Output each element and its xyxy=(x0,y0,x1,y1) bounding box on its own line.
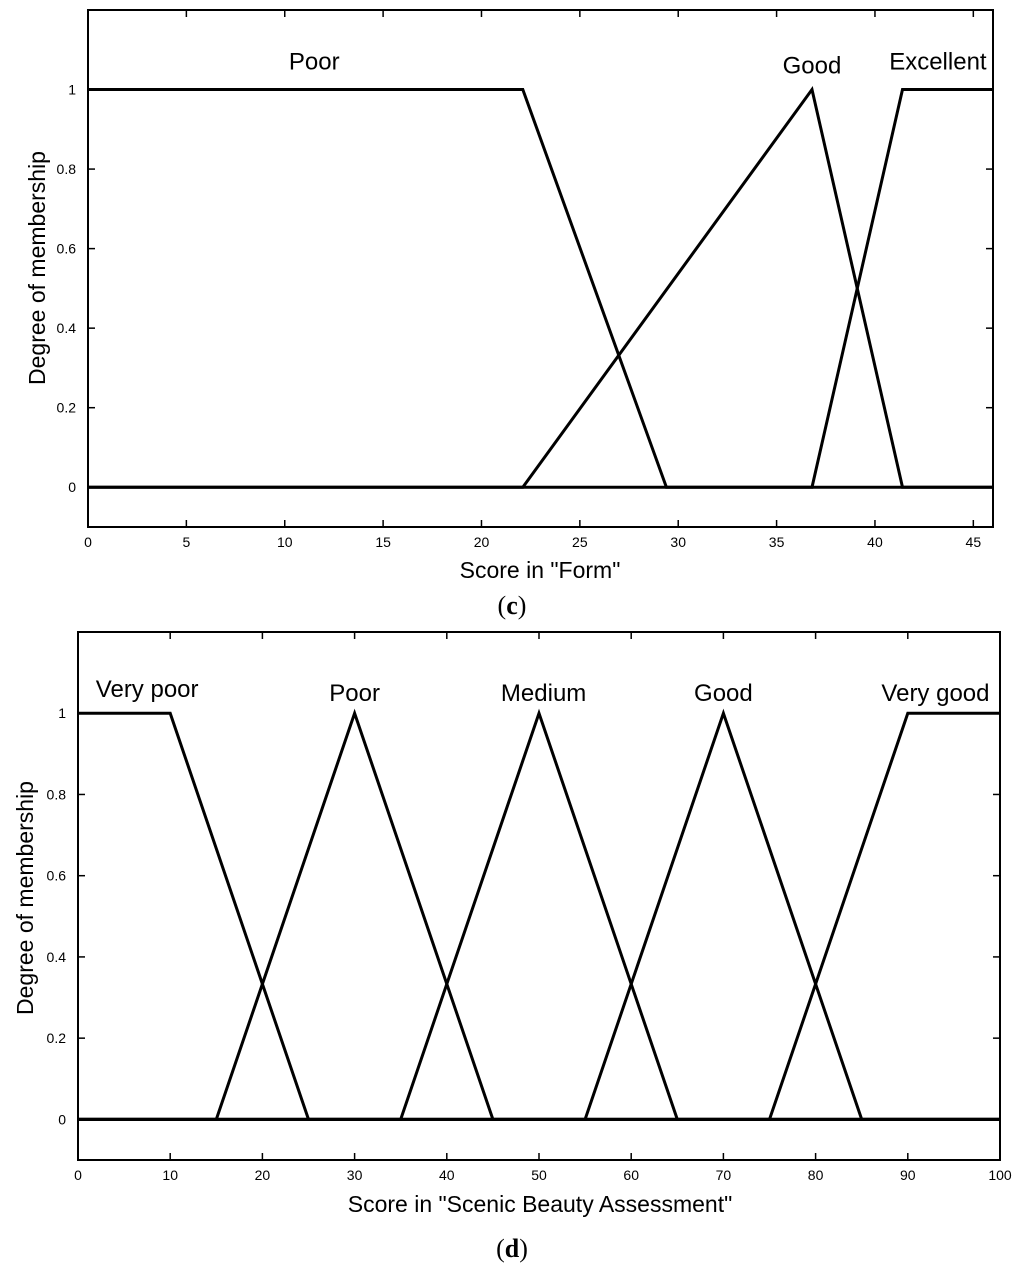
form-series-poor-label: Poor xyxy=(289,49,340,76)
form-series-excellent-label: Excellent xyxy=(889,49,987,76)
scenic-y-tick-label: 0 xyxy=(58,1111,66,1127)
form-series-good-label: Good xyxy=(783,53,842,80)
form-x-tick-label: 10 xyxy=(277,534,293,550)
panel-label-c: (c) xyxy=(0,591,1024,621)
scenic-x-tick-label: 20 xyxy=(255,1167,271,1183)
scenic-series-very-good-label: Very good xyxy=(881,680,989,707)
scenic-x-tick-label: 50 xyxy=(531,1167,547,1183)
scenic-x-tick-label: 60 xyxy=(623,1167,639,1183)
scenic-y-tick-label: 1 xyxy=(58,705,66,721)
form-x-tick-label: 0 xyxy=(84,534,92,550)
scenic-x-tick-label: 0 xyxy=(74,1167,82,1183)
form-x-tick-label: 30 xyxy=(670,534,686,550)
scenic-x-tick-label: 90 xyxy=(900,1167,916,1183)
scenic-series-medium-label: Medium xyxy=(501,680,586,707)
form-x-tick-label: 15 xyxy=(375,534,391,550)
scenic-x-tick-label: 10 xyxy=(162,1167,178,1183)
panel-label-d-close: ) xyxy=(519,1234,528,1263)
form-y-axis-title: Degree of membership xyxy=(24,151,50,385)
panel-label-c-close: ) xyxy=(517,591,527,620)
scenic-series-very-poor-label: Very poor xyxy=(96,676,199,703)
scenic-x-tick-label: 100 xyxy=(988,1167,1012,1183)
scenic-x-axis-title: Score in "Scenic Beauty Assessment" xyxy=(348,1191,733,1217)
form-plot-frame xyxy=(87,9,994,528)
form-y-tick-label: 0.6 xyxy=(57,241,77,257)
form-series-poor-line xyxy=(88,88,993,489)
form-x-tick-label: 35 xyxy=(769,534,785,550)
form-series-excellent-line xyxy=(88,88,993,489)
form-y-tick-label: 1 xyxy=(68,82,76,98)
form-x-tick-label: 25 xyxy=(572,534,588,550)
form-y-tick-label: 0.4 xyxy=(57,320,77,336)
form-y-tick-label: 0.8 xyxy=(57,161,77,177)
form-x-axis-title: Score in "Form" xyxy=(460,557,621,583)
scenic-x-tick-label: 40 xyxy=(439,1167,455,1183)
scenic-series-good-line xyxy=(78,708,1000,1121)
scenic-y-tick-label: 0.2 xyxy=(47,1030,67,1046)
form-x-tick-label: 45 xyxy=(966,534,982,550)
panel-label-d: (d) xyxy=(0,1234,1024,1264)
scenic-x-tick-label: 70 xyxy=(716,1167,732,1183)
scenic-series-poor-line xyxy=(78,708,1000,1121)
panel-label-d-open: ( xyxy=(496,1234,505,1263)
scenic-series-poor-label: Poor xyxy=(329,680,380,707)
form-x-tick-label: 5 xyxy=(182,534,190,550)
form-y-tick-label: 0 xyxy=(68,479,76,495)
chart-scenic-beauty-membership: 0 10 20 30 40 50 60 70 80 90 100 0 0.2 0.4 0.6 0.8 1 Very… xyxy=(12,631,1012,1217)
scenic-series-medium-line xyxy=(78,708,1000,1121)
scenic-series-good-label: Good xyxy=(694,680,753,707)
form-x-tick-label: 40 xyxy=(867,534,883,550)
panel-label-d-letter: d xyxy=(504,1234,520,1263)
scenic-y-tick-label: 0.6 xyxy=(47,868,67,884)
chart-form-membership: 0 5 10 15 20 25 30 35 40 45 0 0.2 0.4 0.6 0.8 1 Poor Good… xyxy=(24,9,994,583)
scenic-series-very-good-line xyxy=(78,711,1000,1121)
panel-label-c-letter: c xyxy=(506,591,518,620)
scenic-y-tick-label: 0.8 xyxy=(47,786,67,802)
form-y-tick-label: 0.2 xyxy=(57,400,77,416)
form-x-tick-label: 20 xyxy=(474,534,490,550)
scenic-y-tick-label: 0.4 xyxy=(47,949,67,965)
scenic-x-tick-label: 30 xyxy=(347,1167,363,1183)
scenic-y-axis-title: Degree of membership xyxy=(12,781,38,1015)
scenic-x-tick-label: 80 xyxy=(808,1167,824,1183)
scenic-series-very-poor-line xyxy=(78,711,1000,1121)
panel-label-c-open: ( xyxy=(497,591,507,620)
